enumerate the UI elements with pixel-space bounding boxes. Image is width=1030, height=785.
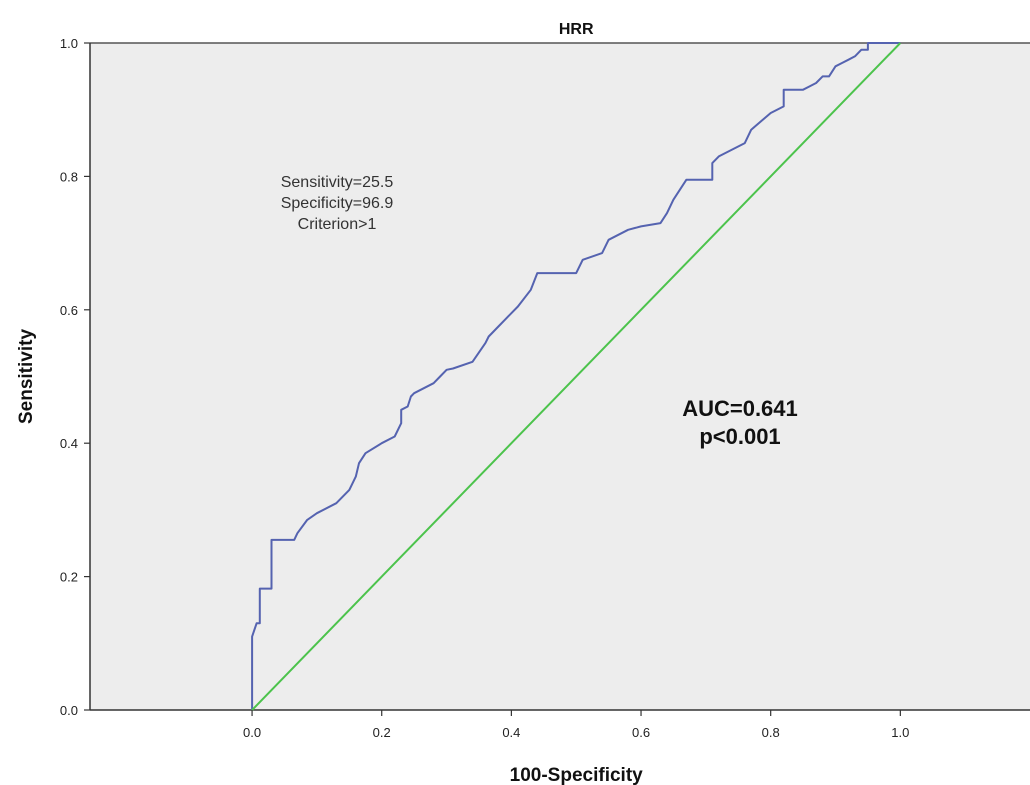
annotation-p-value: p<0.001 xyxy=(699,424,780,449)
roc-curve-line xyxy=(251,42,901,710)
x-tick-label: 0.8 xyxy=(762,725,780,740)
reference-diagonal-line xyxy=(251,42,902,711)
x-tick-label: 0.6 xyxy=(632,725,650,740)
y-axis-title: Sensitivity xyxy=(16,329,37,424)
annotation-specificity: Specificity=96.9 xyxy=(281,195,394,212)
chart-title: HRR xyxy=(559,21,594,38)
y-tick-label: 1.0 xyxy=(60,36,78,51)
x-tick-label: 0.0 xyxy=(243,725,261,740)
x-tick-label: 0.4 xyxy=(502,725,520,740)
y-tick-label: 0.2 xyxy=(60,570,78,585)
x-tick-label: 0.2 xyxy=(373,725,391,740)
x-tick-label: 1.0 xyxy=(891,725,909,740)
y-tick-label: 0.4 xyxy=(60,436,78,451)
y-tick-label: 0.8 xyxy=(60,169,78,184)
y-tick-label: 0.6 xyxy=(60,303,78,318)
annotation-sensitivity: Sensitivity=25.5 xyxy=(281,174,394,191)
x-axis-title: 100-Specificity xyxy=(510,765,643,785)
annotation-criterion: Criterion>1 xyxy=(298,216,377,233)
y-tick-label: 0.0 xyxy=(60,703,78,718)
plot-area xyxy=(90,43,1030,710)
annotation-auc: AUC=0.641 xyxy=(682,396,798,421)
